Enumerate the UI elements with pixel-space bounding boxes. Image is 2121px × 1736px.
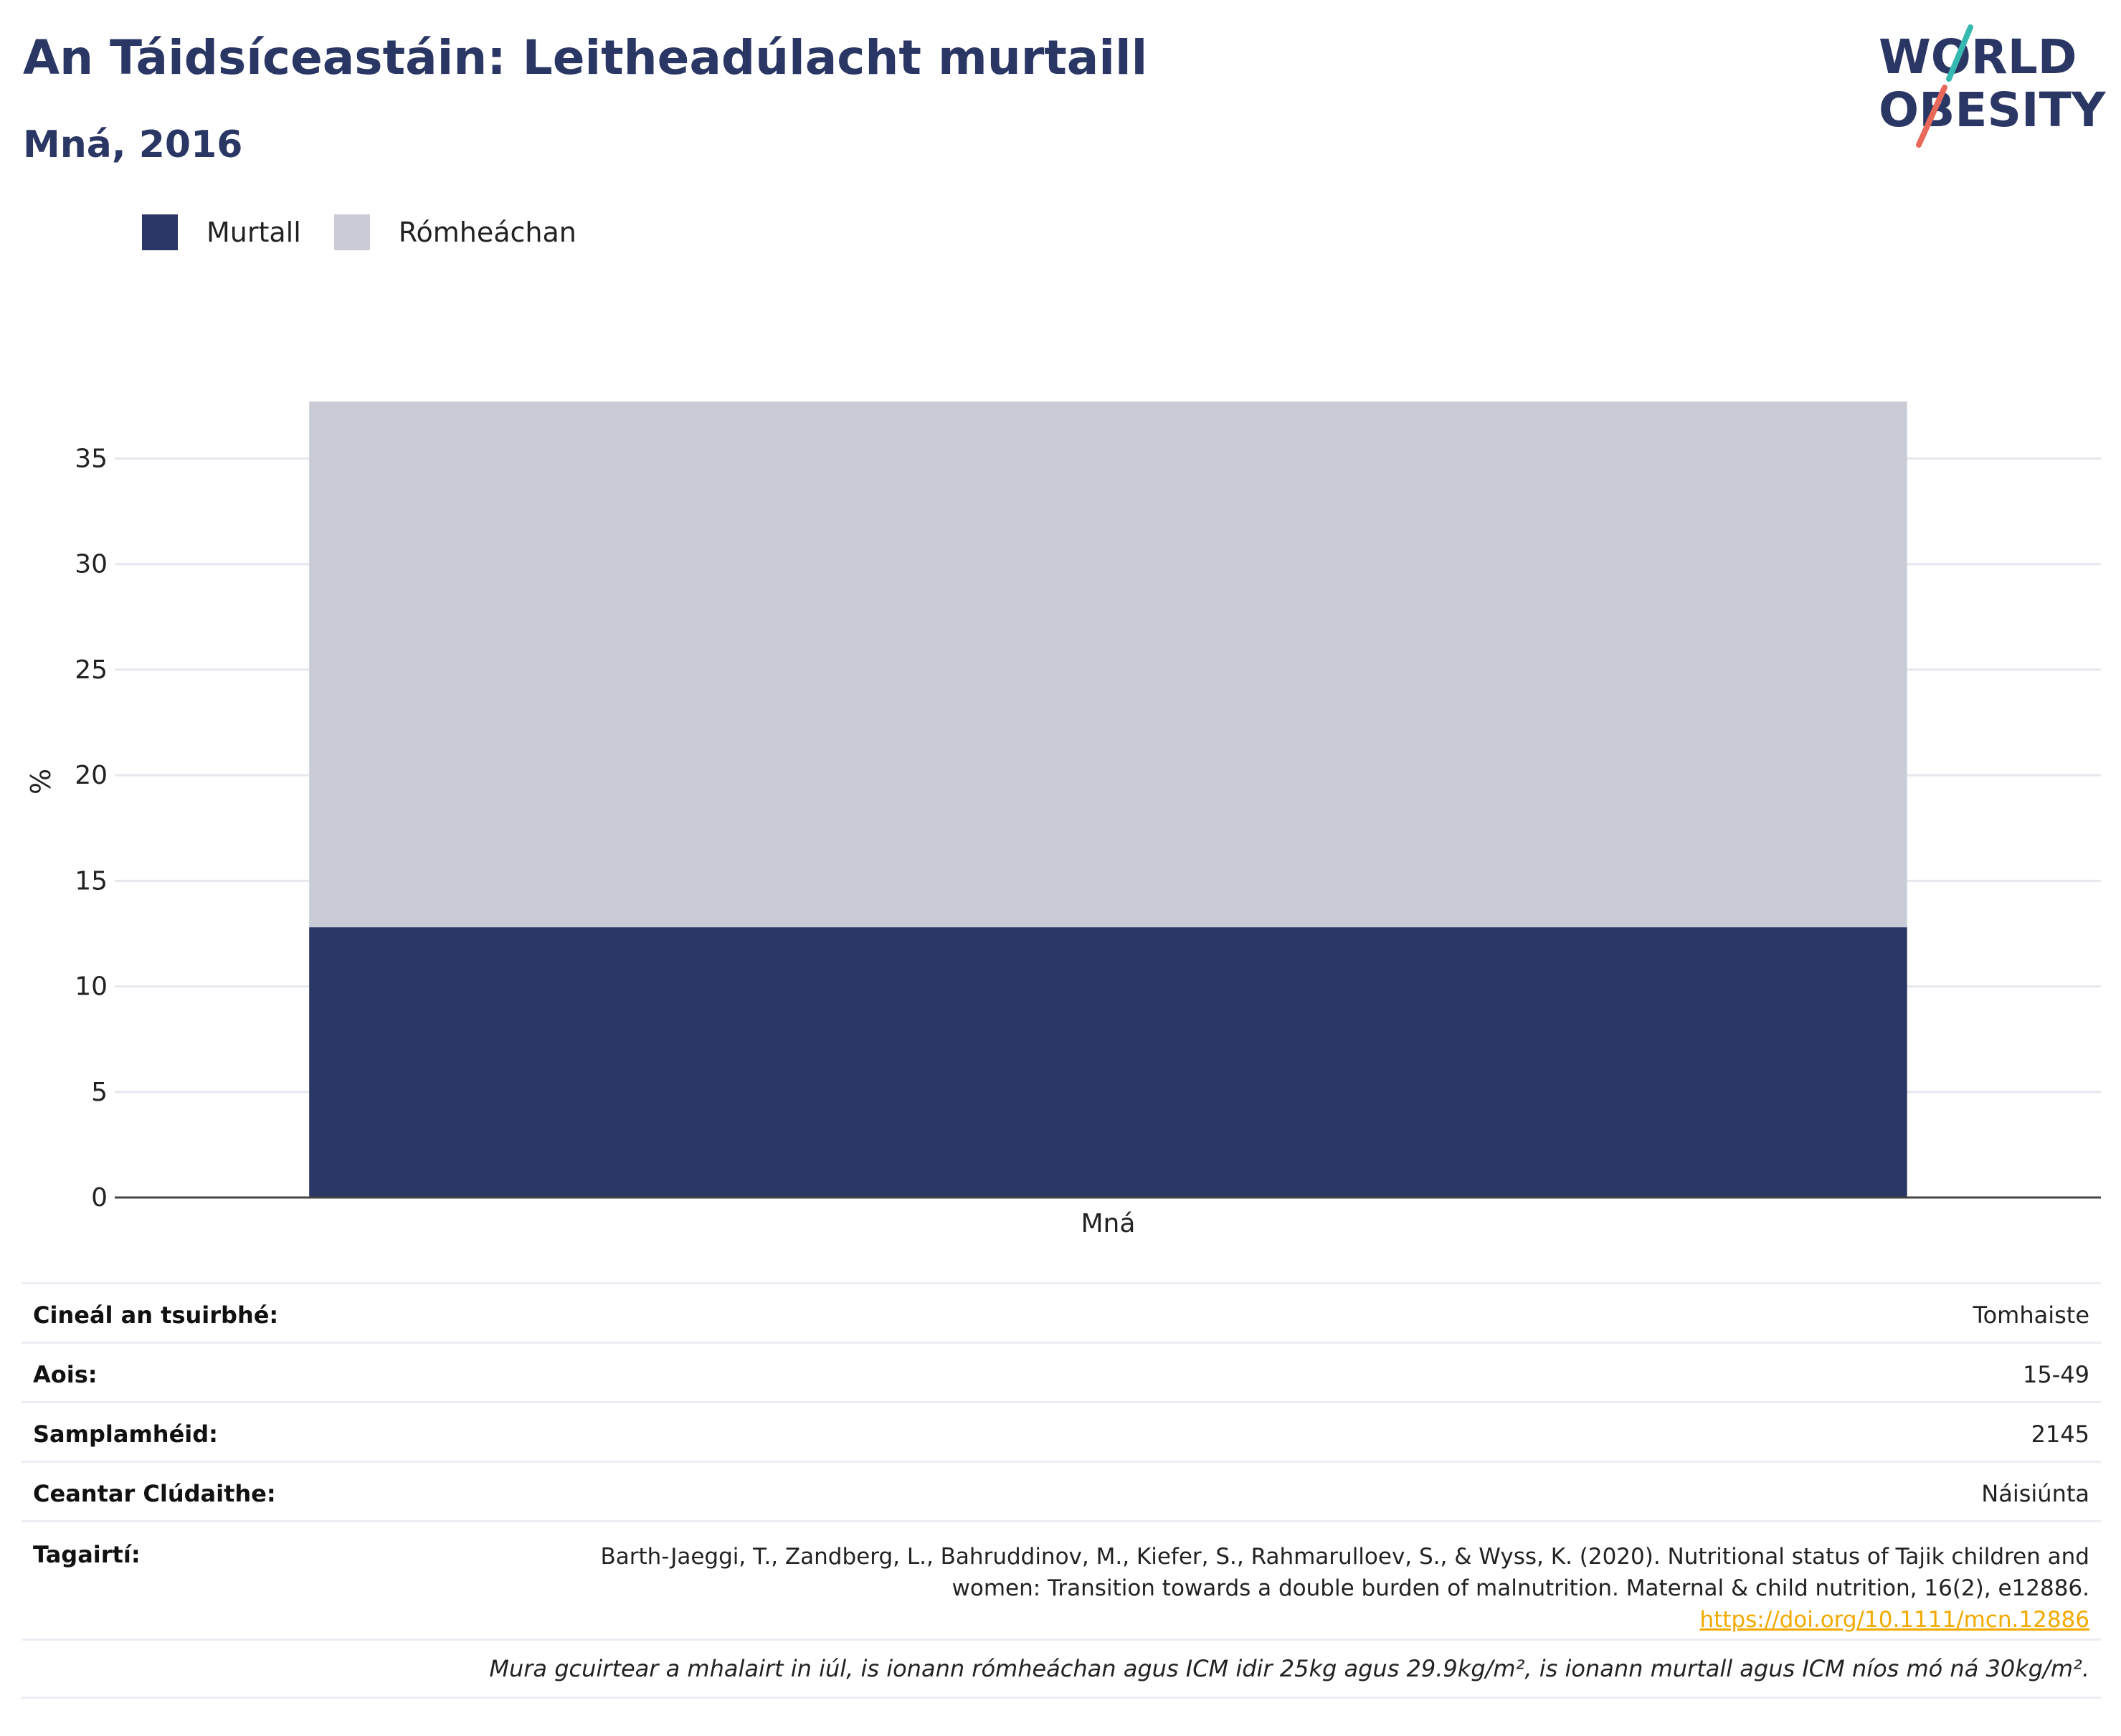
logo-slash-bottom <box>1916 85 1947 148</box>
legend-item-murtall[interactable]: Murtall <box>142 214 301 250</box>
y-tick-label: 5 <box>91 1078 108 1107</box>
y-tick-label: 30 <box>75 550 108 579</box>
info-value: 15-49 <box>2023 1361 2089 1388</box>
references-label: Tagairtí: <box>33 1541 141 1568</box>
info-value: Tomhaiste <box>1973 1301 2089 1329</box>
legend-label-romheachan: Rómheáchan <box>398 217 576 248</box>
info-row-note: Mura gcuirtear a mhalairt in iúl, is ion… <box>22 1638 2101 1699</box>
legend-swatch-murtall <box>142 214 178 250</box>
legend-swatch-romheachan <box>333 214 370 250</box>
bar-layer <box>309 402 1907 1197</box>
legend-label-murtall: Murtall <box>207 217 301 248</box>
chart-title: An Táidsíceastáin: Leitheadúlacht murtai… <box>23 30 1148 85</box>
y-tick-label: 20 <box>75 761 108 790</box>
info-row-sample-size: Samplamhéid: 2145 <box>22 1401 2101 1461</box>
bar-segment-romheachan[interactable] <box>309 402 1907 928</box>
reference-line-2: women: Transition towards a double burde… <box>952 1575 2090 1601</box>
stacked-bar-chart: 0 5 10 15 20 25 30 35 Mná % <box>25 402 2101 1238</box>
y-axis-title: % <box>25 769 57 795</box>
info-row-survey-type: Cineál an tsuirbhé: Tomhaiste <box>22 1282 2101 1342</box>
reference-doi-link[interactable]: https://doi.org/10.1111/mcn.12886 <box>1699 1607 2089 1633</box>
survey-info-table: Cineál an tsuirbhé: Tomhaiste Aois: 15-4… <box>22 1282 2101 1699</box>
info-row-age: Aois: 15-49 <box>22 1342 2101 1401</box>
logo-line1: WORLD <box>1879 29 2077 85</box>
info-value: Náisiúnta <box>1981 1480 2089 1507</box>
definition-note: Mura gcuirtear a mhalairt in iúl, is ion… <box>489 1655 2089 1682</box>
logo-slash-top <box>1946 24 1973 82</box>
info-value: 2145 <box>2031 1420 2089 1448</box>
reference-text: Barth-Jaeggi, T., Zandberg, L., Bahruddi… <box>601 1541 2090 1636</box>
world-obesity-logo: WORLD OBESITY <box>1879 24 2107 148</box>
y-tick-label: 15 <box>75 866 108 896</box>
y-tick-label: 0 <box>91 1183 108 1213</box>
info-key: Cineál an tsuirbhé: <box>33 1301 279 1329</box>
y-tick-label: 35 <box>75 444 108 473</box>
axis-layer: 0 5 10 15 20 25 30 35 Mná <box>75 444 2101 1238</box>
info-key: Aois: <box>33 1361 98 1388</box>
info-row-coverage: Ceantar Clúdaithe: Náisiúnta <box>22 1461 2101 1520</box>
y-tick-label: 25 <box>75 655 108 685</box>
reference-line-1: Barth-Jaeggi, T., Zandberg, L., Bahruddi… <box>600 1544 2090 1570</box>
logo-line2: OBESITY <box>1879 82 2107 138</box>
legend-item-romheachan[interactable]: Rómheáchan <box>333 214 576 250</box>
info-row-references: Tagairtí: Barth-Jaeggi, T., Zandberg, L.… <box>22 1520 2101 1638</box>
bar-segment-murtall[interactable] <box>309 927 1907 1197</box>
y-tick-label: 10 <box>75 972 108 1002</box>
x-tick-label: Mná <box>1081 1209 1135 1238</box>
info-key: Samplamhéid: <box>33 1420 218 1448</box>
chart-subtitle: Mná, 2016 <box>23 123 243 166</box>
chart-legend: Murtall Rómheáchan <box>142 212 609 252</box>
info-key: Ceantar Clúdaithe: <box>33 1480 276 1507</box>
